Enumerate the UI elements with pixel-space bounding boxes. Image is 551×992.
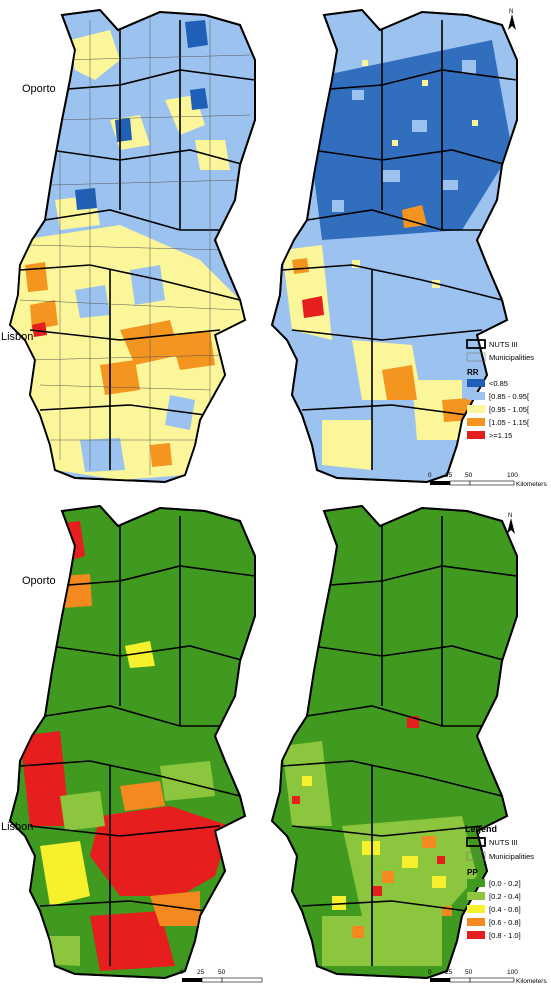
north-arrow-top-label: N [509,9,513,15]
city-label-oporto-top: Oporto [22,83,56,95]
legend_pp-class-swatch-3 [467,918,485,926]
legend-rr-title: RR [467,368,479,377]
legend-rr: NUTS III Municipalities RR <0.85 [0.85 - … [466,339,534,440]
legend_pp-class-swatch-1 [467,892,485,900]
scalebar-top-tick-2: 50 [465,472,473,479]
city-label-lisbon-top: Lisbon [1,331,33,343]
scalebar-top-tick-3: 100 [507,472,518,479]
legend_rr-class-label-0: <0.85 [489,379,508,388]
city-label-oporto-bottom: Oporto [22,575,56,587]
scalebar-top: 0 25 50 100 Kilometers [428,472,547,488]
legend_rr-class-label-1: [0.85 - 0.95[ [489,392,530,401]
legend-pp-nuts-label: NUTS III [489,838,518,847]
legend-pp-municipalities-swatch [466,851,486,861]
legend_rr-class-swatch-1 [467,392,485,400]
scalebar-bl-tick-0: 0 [180,969,184,976]
legend_pp-class-label-0: [0.0 - 0.2] [489,879,521,888]
city-label-lisbon-bottom: Lisbon [1,821,33,833]
north-arrow-top: N [508,9,516,30]
legend-nuts-swatch [466,339,486,349]
scalebar-br-tick-2: 50 [465,969,473,976]
legend_rr-class-swatch-4 [467,431,485,439]
legend-pp-nuts-swatch [466,837,486,847]
scalebar-bl-tick-1: 25 [197,969,205,976]
scalebar-bl-tick-2: 50 [218,969,226,976]
north-arrow-bottom-label: N [508,513,512,519]
legend_pp-class-swatch-2 [467,905,485,913]
legend_pp-class-swatch-0 [467,879,485,887]
scalebar-br-tick-1: 25 [445,969,453,976]
legend_rr-class-label-3: [1.05 - 1.15[ [489,418,530,427]
legend-municipalities-swatch [466,352,486,362]
legend-rr-municipalities-label: Municipalities [489,353,534,362]
legend-pp-heading: Legend [465,824,497,834]
legend-rr-nuts-label: NUTS III [489,340,518,349]
legend-pp: Legend NUTS III Municipalities PP [0.0 -… [465,824,534,940]
map-rr-fine [271,9,518,483]
legend-pp-municipalities-label: Municipalities [489,852,534,861]
legend_pp-class-label-4: [0.8 - 1.0] [489,931,521,940]
legend_rr-class-label-4: >=1.15 [489,431,512,440]
scalebar-br-tick-3: 100 [507,969,518,976]
scalebar-bottom-right: 0 25 50 100 Kilometers [428,969,547,985]
legend-pp-title: PP [467,868,478,877]
legend_rr-class-swatch-0 [467,379,485,387]
legend_rr-class-label-2: [0.95 - 1.05[ [489,405,530,414]
scalebar-top-unit: Kilometers [516,481,547,488]
legend_pp-class-label-1: [0.2 - 0.4] [489,892,521,901]
legend_pp-class-label-2: [0.4 - 0.6] [489,905,521,914]
scalebar-top-tick-0: 0 [428,472,432,479]
scalebar-top-tick-1: 25 [445,472,453,479]
north-arrow-bottom: N [507,513,515,534]
legend_pp-class-label-3: [0.6 - 0.8] [489,918,521,927]
scalebar-bottom-left: 0 25 50 [180,969,263,983]
scalebar-br-unit: Kilometers [516,978,547,985]
map-rr-coarse [9,9,256,483]
legend_rr-class-swatch-2 [467,405,485,413]
scalebar-br-tick-0: 0 [428,969,432,976]
map-pp-fine [271,505,518,979]
legend_rr-class-swatch-3 [467,418,485,426]
legend_pp-class-swatch-4 [467,931,485,939]
